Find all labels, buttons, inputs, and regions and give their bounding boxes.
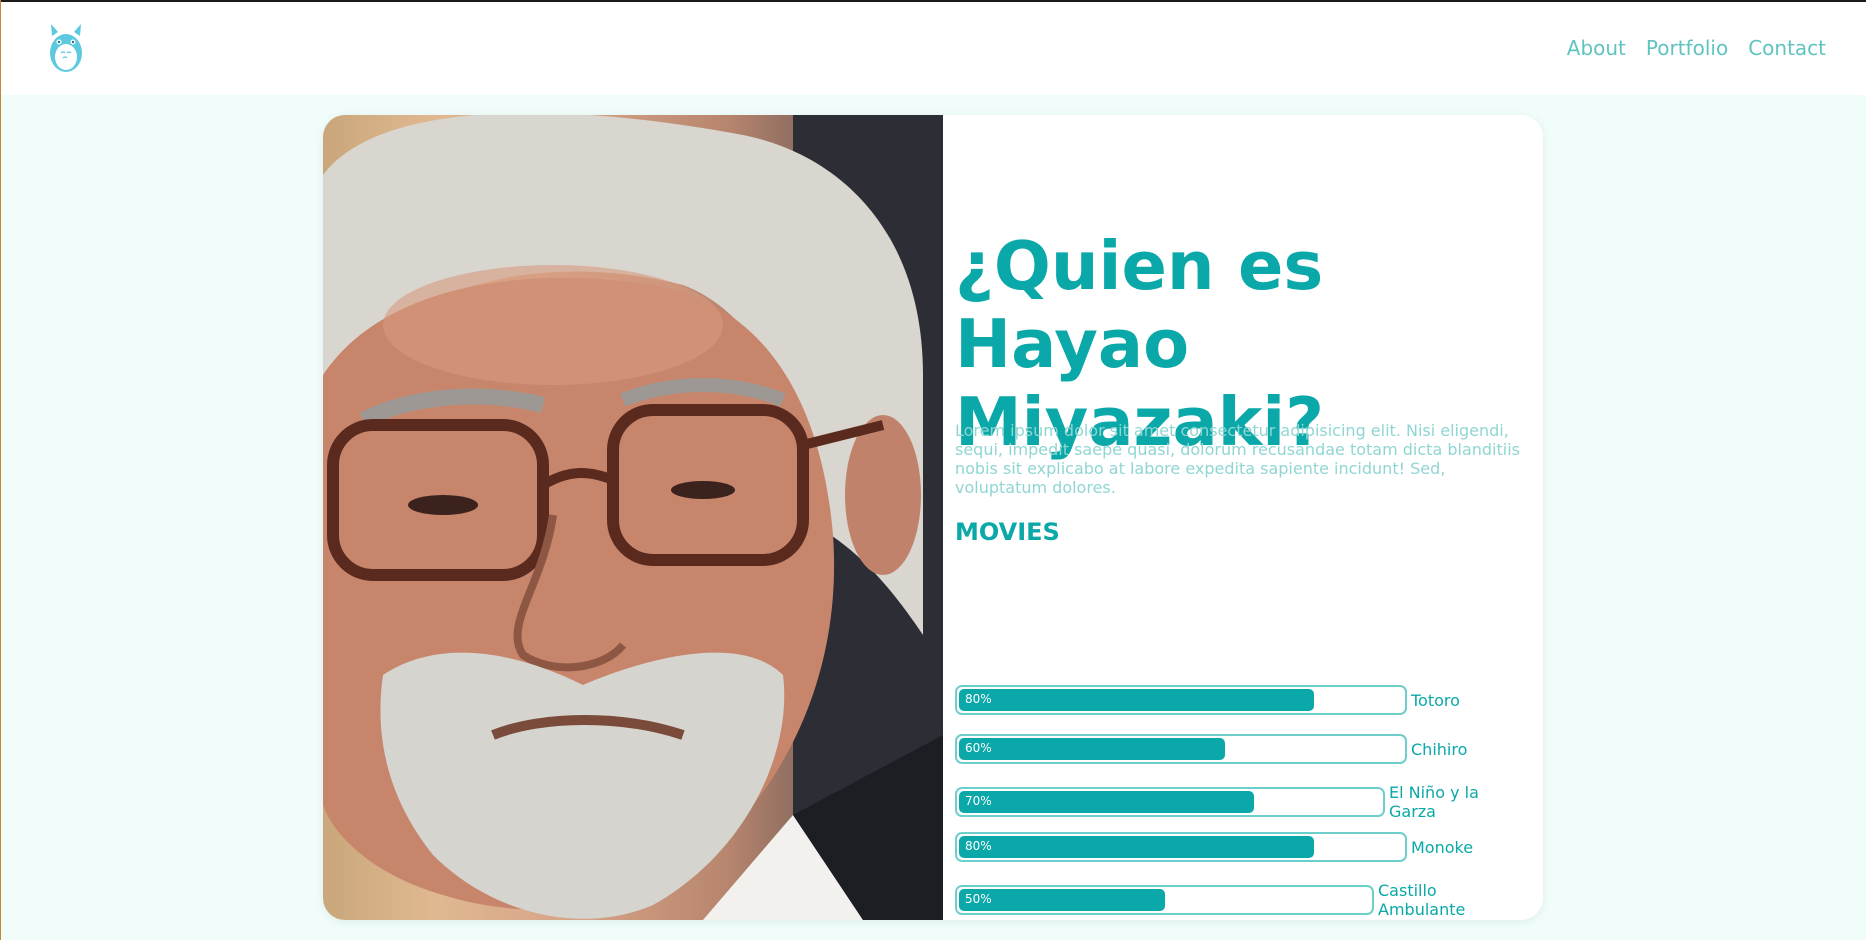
progress-fill [959,791,1254,813]
progress-fill [959,689,1314,711]
movie-bar-row: 60% Chihiro [955,734,1467,764]
movie-bar-row: 80% Monoke [955,832,1473,862]
progress-percent: 80% [965,839,992,853]
progress-track: 80% [955,685,1407,715]
miyazaki-portrait-image [323,115,943,920]
progress-percent: 80% [965,692,992,706]
movie-label: El Niño y la Garza [1389,783,1489,821]
movie-label: Monoke [1411,838,1473,857]
nav-portfolio-link[interactable]: Portfolio [1646,36,1728,60]
progress-track: 60% [955,734,1407,764]
nav-contact-link[interactable]: Contact [1748,36,1826,60]
progress-track: 80% [955,832,1407,862]
movies-heading: MOVIES [955,518,1060,546]
bio-description: Lorem ipsum dolor sit amet consectetur a… [955,421,1525,497]
progress-fill [959,738,1225,760]
progress-percent: 60% [965,741,992,755]
movie-bar-row: 50% Castillo Ambulante [955,881,1488,919]
progress-track: 50% [955,885,1374,915]
movie-bar-row: 80% Totoro [955,685,1460,715]
movie-label: Castillo Ambulante [1378,881,1488,919]
window-left-border [0,0,1,940]
totoro-icon[interactable] [46,22,86,74]
title-line-1: ¿Quien es [955,227,1323,305]
movie-label: Totoro [1411,691,1460,710]
progress-fill [959,836,1314,858]
nav-about-link[interactable]: About [1567,36,1626,60]
progress-percent: 50% [965,892,992,906]
progress-track: 70% [955,787,1385,817]
movie-label: Chihiro [1411,740,1467,759]
progress-percent: 70% [965,794,992,808]
site-header: About Portfolio Contact [1,2,1866,95]
bio-content: ¿Quien es Hayao Miyazaki? Lorem ipsum do… [955,115,1535,920]
main-nav: About Portfolio Contact [1567,36,1826,60]
profile-card: ¿Quien es Hayao Miyazaki? Lorem ipsum do… [323,115,1543,920]
movie-bar-row: 70% El Niño y la Garza [955,783,1489,821]
